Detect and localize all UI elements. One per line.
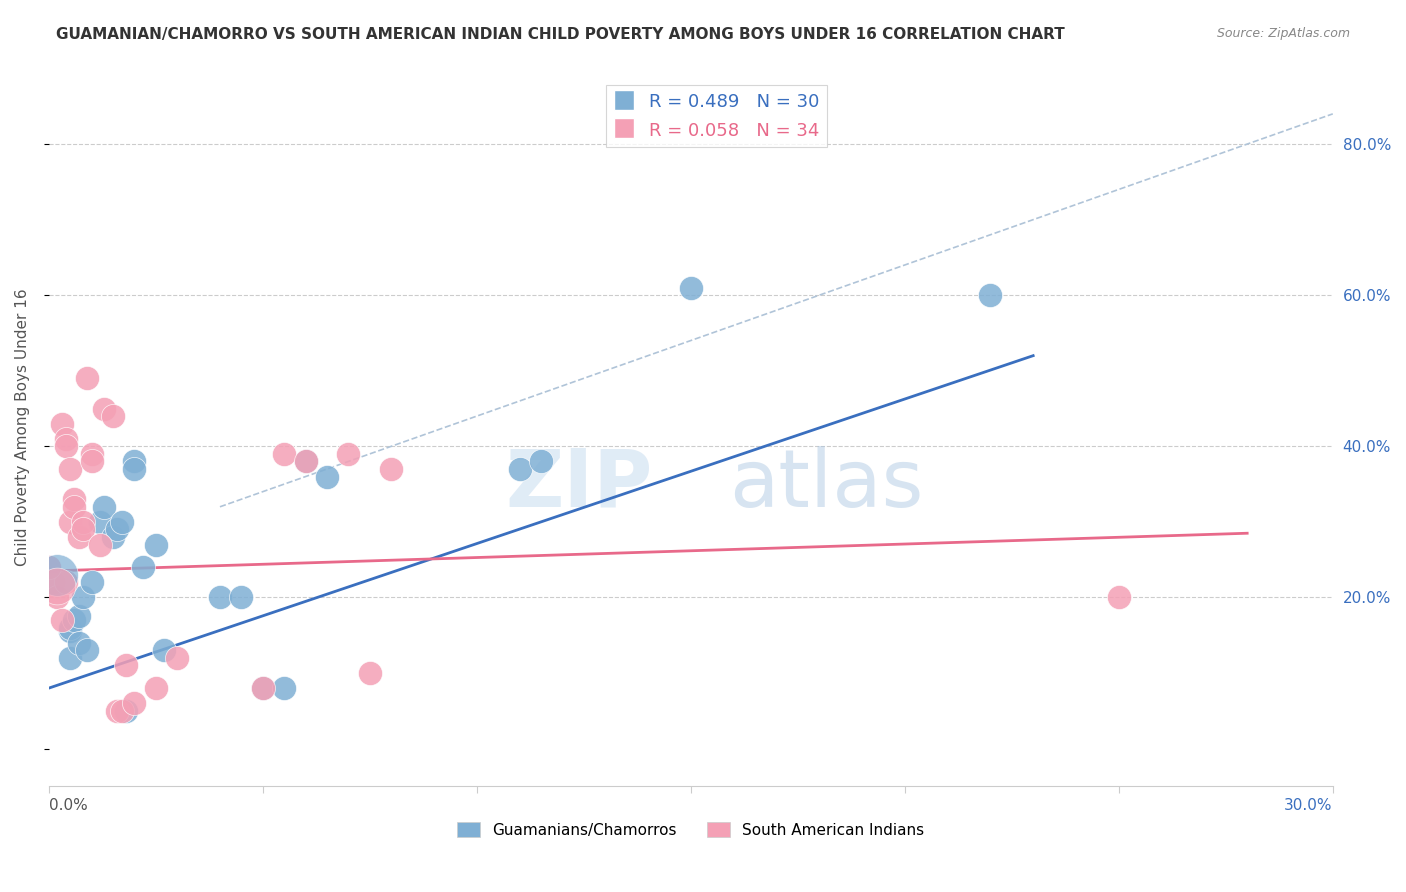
Legend: Guamanians/Chamorros, South American Indians: Guamanians/Chamorros, South American Ind… [451,815,931,844]
Point [273,447,295,461]
Point [145,681,167,695]
Point [316,469,339,483]
Point [337,447,360,461]
Point [380,462,402,476]
Point [72,515,94,529]
Point [67,609,90,624]
Point [208,591,231,605]
Point [110,515,132,529]
Point [67,530,90,544]
Point [59,651,82,665]
Point [252,681,274,695]
Point [101,409,124,423]
Point [145,538,167,552]
Point [166,651,188,665]
Point [979,288,1001,302]
Point [59,515,82,529]
Point [294,454,316,468]
Text: atlas: atlas [730,446,924,524]
Point [46,591,69,605]
Point [55,439,77,453]
Point [1108,591,1130,605]
Point [42,575,65,590]
Point [80,447,103,461]
Point [63,492,86,507]
Point [59,624,82,639]
Text: 30.0%: 30.0% [1284,797,1333,813]
Point [59,462,82,476]
Point [46,579,69,593]
Point [530,454,553,468]
Point [72,591,94,605]
Point [51,417,73,431]
Point [38,560,60,574]
Point [93,500,115,514]
Text: GUAMANIAN/CHAMORRO VS SOUTH AMERICAN INDIAN CHILD POVERTY AMONG BOYS UNDER 16 CO: GUAMANIAN/CHAMORRO VS SOUTH AMERICAN IND… [56,27,1064,42]
Point [231,591,253,605]
Point [124,696,146,710]
Point [132,560,155,574]
Point [359,666,381,681]
Text: ZIP: ZIP [505,446,652,524]
Point [72,523,94,537]
Point [273,681,295,695]
Point [124,454,146,468]
Point [51,613,73,627]
Point [679,280,702,294]
Text: Source: ZipAtlas.com: Source: ZipAtlas.com [1216,27,1350,40]
Point [63,500,86,514]
Point [46,567,69,582]
Point [67,636,90,650]
Point [55,432,77,446]
Point [105,704,128,718]
Point [110,704,132,718]
Point [114,658,136,673]
Point [63,613,86,627]
Point [105,523,128,537]
Point [59,621,82,635]
Point [93,401,115,416]
Point [114,704,136,718]
Point [89,538,111,552]
Point [101,530,124,544]
Point [509,462,531,476]
Point [153,643,176,657]
Point [89,515,111,529]
Text: 0.0%: 0.0% [49,797,87,813]
Point [55,575,77,590]
Point [80,575,103,590]
Point [124,462,146,476]
Point [294,454,316,468]
Point [76,643,98,657]
Y-axis label: Child Poverty Among Boys Under 16: Child Poverty Among Boys Under 16 [15,289,30,566]
Point [80,454,103,468]
Point [252,681,274,695]
Point [76,371,98,385]
